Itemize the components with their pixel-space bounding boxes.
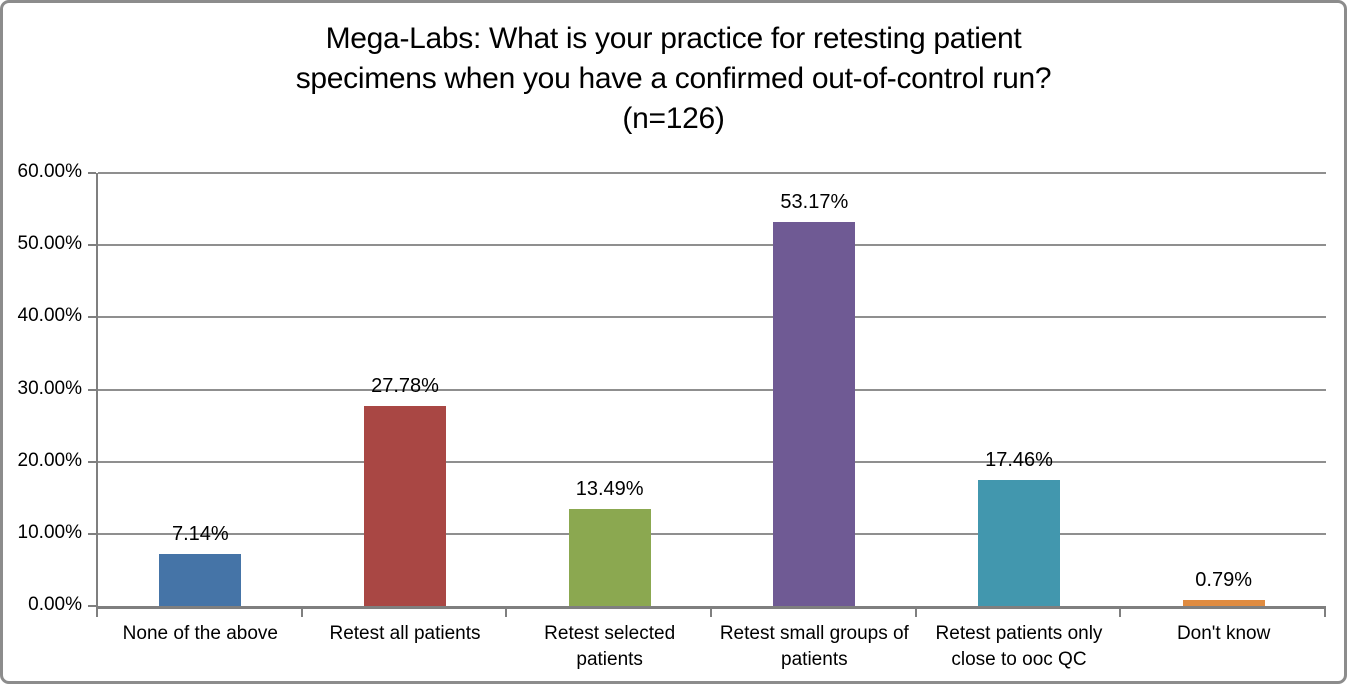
bar-value-label: 7.14% [171,523,229,546]
y-axis-tick-label: 50.00% [17,233,82,255]
bar-value-label: 53.17% [780,191,849,214]
x-axis-tick [96,606,98,617]
y-axis-tick [88,316,96,319]
category-label: Retest small groups of patients [719,623,909,670]
y-axis-tick-label: 20.00% [17,449,82,471]
bar-value-label: 27.78% [371,374,439,397]
chart-title-line-2: specimens when you have a confirmed out-… [295,62,1052,95]
x-axis-tick [300,606,303,617]
x-axis-tick [1119,606,1122,617]
bar-value-label: 0.79% [1195,569,1253,592]
x-axis-tick [1324,606,1326,617]
y-gridline [98,532,1326,535]
x-axis-tick [505,606,508,617]
y-axis-tick [88,388,96,391]
y-gridline [98,244,1326,247]
y-axis-tick [88,532,96,535]
category-label: Retest all patients [329,623,481,644]
bar [159,554,242,606]
bar [1182,600,1265,606]
y-axis-tick-label: 30.00% [17,377,82,399]
bar [978,479,1060,606]
y-gridline [98,172,1326,174]
y-axis-tick-label: 10.00% [17,521,82,543]
category-label: Don't know [1176,623,1271,644]
bar [568,508,651,606]
x-axis-tick [710,606,712,617]
x-axis-tick [914,606,917,617]
y-axis-tick-label: 40.00% [17,305,82,327]
bar [773,222,856,606]
chart-title: Mega-Labs: What is your practice for ret… [3,19,1344,139]
y-axis-line [96,173,98,609]
y-axis-tick [88,172,96,174]
y-gridline [98,388,1326,391]
category-label: Retest patients only close to ooc QC [935,623,1103,670]
y-axis-tick-label: 0.00% [28,594,82,615]
bar-value-label: 17.46% [985,448,1053,471]
category-label: None of the above [122,623,278,644]
y-gridline [98,460,1326,463]
y-gridline [98,316,1326,319]
y-axis-tick [88,460,96,463]
bar [364,405,446,606]
chart-title-line-3: (n=126) [622,102,725,135]
bar-value-label: 13.49% [575,477,644,500]
chart-title-line-1: Mega-Labs: What is your practice for ret… [325,22,1022,55]
y-axis-tick [88,244,96,247]
y-axis-tick [88,605,96,607]
category-label: Retest selected patients [544,623,676,670]
y-axis-tick-label: 60.00% [17,161,82,182]
